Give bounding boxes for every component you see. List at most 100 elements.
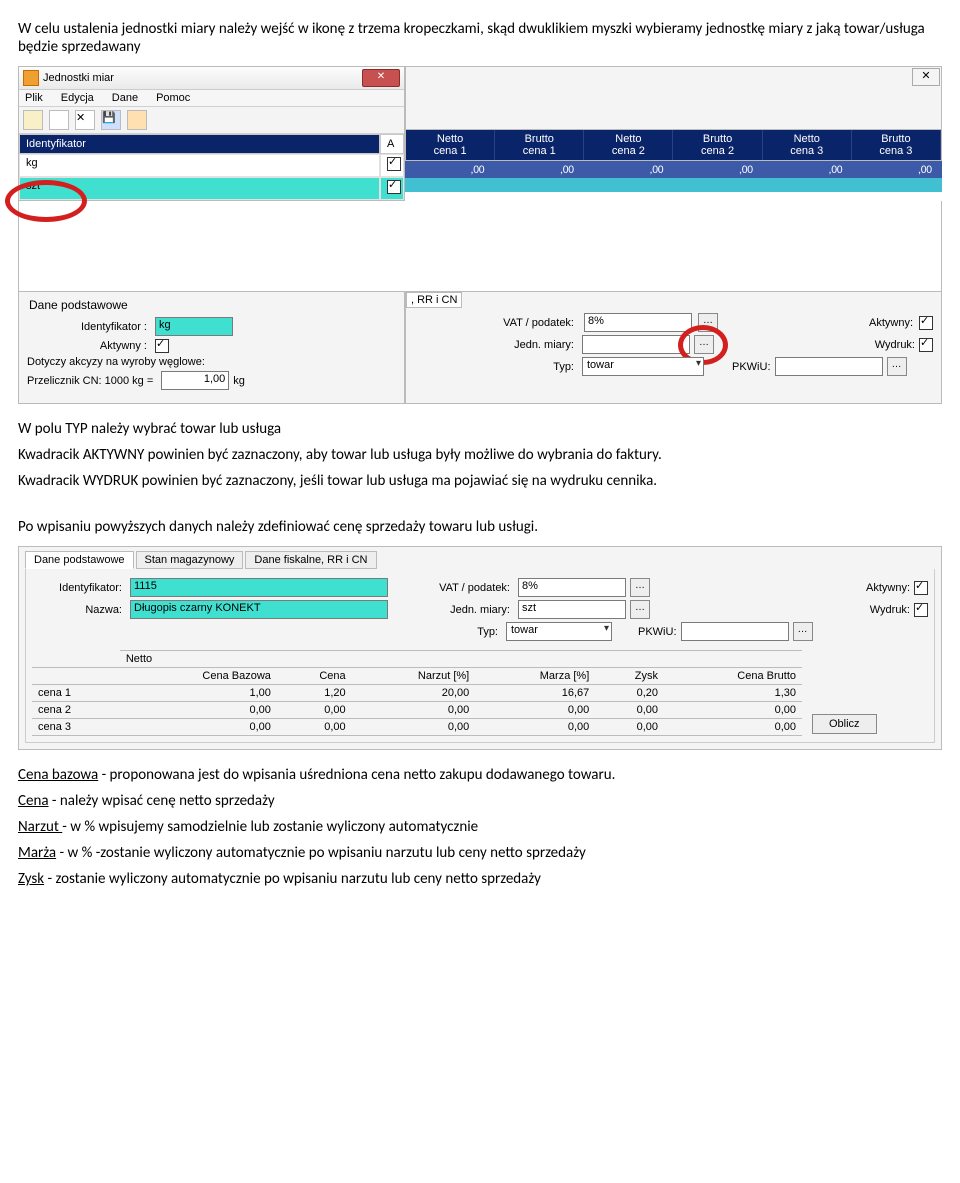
price-top-label [32, 651, 120, 668]
wydruk-checkbox[interactable] [919, 338, 933, 352]
cell[interactable]: 0,00 [664, 719, 802, 736]
price-strip-panel: ✕ Nettocena 1 Bruttocena 1 Nettocena 2 B… [405, 66, 942, 201]
jedn-field[interactable]: szt [518, 600, 626, 619]
paragraph: Kwadracik AKTYWNY powinien być zaznaczon… [18, 446, 942, 464]
price-value: ,00 [853, 161, 943, 178]
checkbox-icon [387, 157, 401, 171]
window-title: Jednostki miar [43, 72, 114, 84]
cell[interactable]: 0,00 [475, 719, 595, 736]
cell[interactable]: 0,00 [352, 719, 476, 736]
price-value: ,00 [405, 161, 495, 178]
aktywny-checkbox[interactable] [914, 581, 928, 595]
ellipsis-button[interactable]: … [887, 357, 907, 376]
cell[interactable]: 0,00 [595, 702, 664, 719]
vat-field[interactable]: 8% [584, 313, 692, 332]
term: Narzut [18, 818, 62, 836]
app-icon [23, 70, 39, 86]
cell[interactable]: 0,00 [277, 719, 352, 736]
ellipsis-button[interactable]: … [630, 600, 650, 619]
pkwiu-field[interactable] [775, 357, 883, 376]
grid-cell-chk [380, 177, 404, 200]
term-desc: - proponowana jest do wpisania uśrednion… [98, 766, 615, 784]
cell[interactable]: 1,20 [277, 685, 352, 702]
price-header: Nettocena 2 [584, 130, 673, 160]
menu-dane[interactable]: Dane [112, 92, 138, 104]
col-header-a[interactable]: A [380, 134, 404, 154]
row-label: cena 3 [32, 719, 120, 736]
jedn-field[interactable] [582, 335, 690, 354]
id-field[interactable]: 1115 [130, 578, 388, 597]
grid-row[interactable]: kg [19, 154, 404, 177]
cell[interactable]: 16,67 [475, 685, 595, 702]
cell[interactable]: 20,00 [352, 685, 476, 702]
label-aktywny: Aktywny: [866, 582, 910, 594]
label-aktywny: Aktywny: [869, 317, 913, 329]
cell[interactable]: 0,20 [595, 685, 664, 702]
toolbar-btn-save[interactable]: 💾 [101, 110, 121, 130]
label-pkwiu: PKWiU: [732, 361, 771, 373]
label-typ: Typ: [414, 361, 578, 373]
cell[interactable]: 0,00 [475, 702, 595, 719]
label-jedn: Jedn. miary: [414, 339, 578, 351]
def-cena-bazowa: Cena bazowa - proponowana jest do wpisan… [18, 766, 942, 784]
cell[interactable]: 0,00 [277, 702, 352, 719]
price-header: Nettocena 1 [406, 130, 495, 160]
col-header: Cena Bazowa [120, 668, 277, 685]
label-vat: VAT / podatek: [414, 317, 578, 329]
ellipsis-button[interactable]: … [630, 578, 650, 597]
cell[interactable]: 0,00 [120, 719, 277, 736]
tab-stan-magazynowy[interactable]: Stan magazynowy [136, 551, 244, 569]
typ-dropdown[interactable]: towar [582, 357, 704, 376]
cell[interactable]: 0,00 [664, 702, 802, 719]
close-icon[interactable]: ✕ [362, 69, 400, 87]
col-header-id[interactable]: Identyfikator [19, 134, 380, 154]
cell[interactable]: 1,30 [664, 685, 802, 702]
label-active: Aktywny : [27, 340, 151, 352]
col-header [32, 668, 120, 685]
col-header: Narzut [%] [352, 668, 476, 685]
col-header: Marza [%] [475, 668, 595, 685]
typ-dropdown[interactable]: towar [506, 622, 612, 641]
cell[interactable]: 1,00 [120, 685, 277, 702]
cell[interactable]: 0,00 [595, 719, 664, 736]
vat-field[interactable]: 8% [518, 578, 626, 597]
price-value: ,00 [674, 161, 764, 178]
tab-partial[interactable]: , RR i CN [406, 292, 462, 308]
label-przel: Przelicznik CN: 1000 kg = [27, 375, 157, 387]
label-akcyza: Dotyczy akcyzy na wyroby węglowe: [27, 356, 209, 368]
menubar: Plik Edycja Dane Pomoc [19, 90, 404, 107]
nazwa-field[interactable]: Długopis czarny KONEKT [130, 600, 388, 619]
aktywny-checkbox[interactable] [919, 316, 933, 330]
wydruk-checkbox[interactable] [914, 603, 928, 617]
label-wydruk: Wydruk: [870, 604, 910, 616]
col-header: Cena Brutto [664, 668, 802, 685]
tab-dane-fiskalne[interactable]: Dane fiskalne, RR i CN [245, 551, 376, 569]
cell[interactable]: 0,00 [352, 702, 476, 719]
term-desc: - w % -zostanie wyliczony automatycznie … [56, 844, 586, 862]
przel-field[interactable]: 1,00 [161, 371, 229, 390]
active-checkbox[interactable] [155, 339, 169, 353]
term-desc: - w % wpisujemy samodzielnie lub zostani… [62, 818, 478, 836]
menu-pomoc[interactable]: Pomoc [156, 92, 190, 104]
toolbar-btn-exit[interactable] [127, 110, 147, 130]
toolbar-btn[interactable]: ✕ [75, 110, 95, 130]
label-typ: Typ: [380, 626, 502, 638]
menu-plik[interactable]: Plik [25, 92, 43, 104]
id-field[interactable]: kg [155, 317, 233, 336]
row-label: cena 1 [32, 685, 120, 702]
close-icon[interactable]: ✕ [912, 68, 940, 86]
menu-edycja[interactable]: Edycja [61, 92, 94, 104]
cell[interactable]: 0,00 [120, 702, 277, 719]
price-top-label: Netto [120, 651, 802, 668]
tab-dane-podstawowe[interactable]: Dane podstawowe [25, 551, 134, 569]
toolbar-btn[interactable] [23, 110, 43, 130]
grid-cell-chk [380, 154, 404, 177]
pkwiu-field[interactable] [681, 622, 789, 641]
label-id: Identyfikator: [32, 582, 126, 594]
ellipsis-button[interactable]: … [793, 622, 813, 641]
price-header: Bruttocena 2 [673, 130, 762, 160]
oblicz-button[interactable]: Oblicz [812, 714, 877, 734]
toolbar-btn[interactable] [49, 110, 69, 130]
label-wydruk: Wydruk: [875, 339, 915, 351]
screenshot2: Dane podstawowe Stan magazynowy Dane fis… [18, 546, 942, 750]
